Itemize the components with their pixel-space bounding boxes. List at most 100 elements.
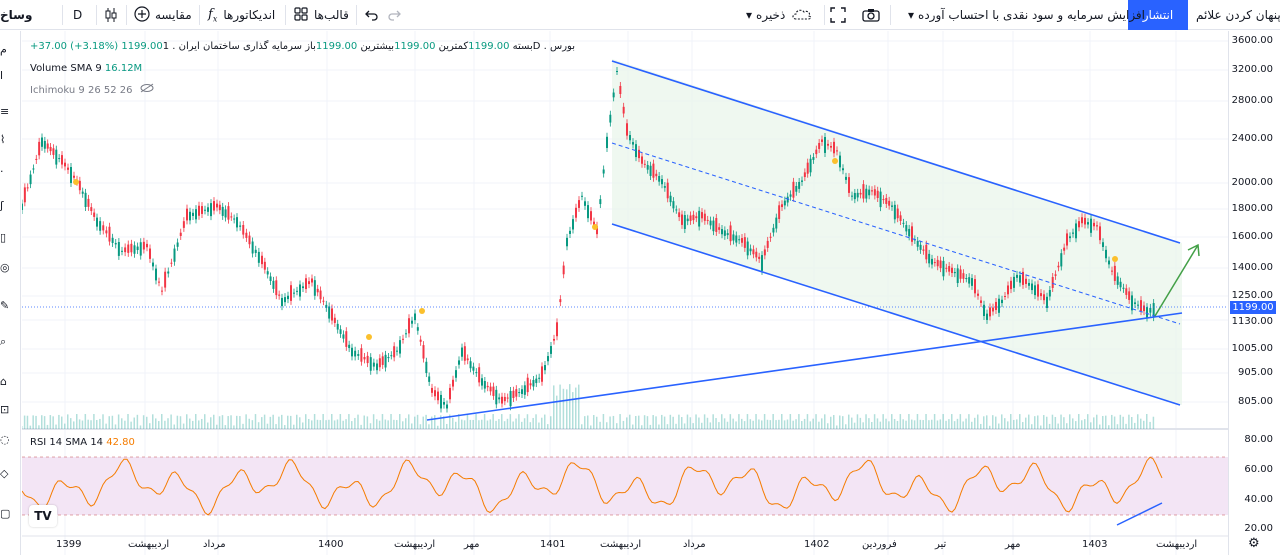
candle-body (761, 255, 763, 271)
hide-drawings-icon[interactable]: ◌ (0, 433, 10, 446)
time-tick: تیر (935, 539, 947, 550)
hide-indicators-button[interactable]: پنهان کردن علائم (1196, 8, 1280, 22)
volume-bar (261, 417, 263, 429)
volume-bar (207, 422, 209, 429)
candle-body (882, 199, 885, 201)
candle-body (384, 354, 387, 368)
volume-bar (446, 423, 448, 429)
candle-body (695, 216, 698, 219)
candle-body (325, 304, 328, 308)
candle-body (1028, 282, 1030, 286)
prediction-icon[interactable]: · (0, 165, 4, 178)
candle-body (378, 358, 381, 368)
symbol-title-dropdown[interactable]: ▾ افزایش سرمایه و سود نقدی با احتساب آور… (908, 0, 1145, 30)
candle-body (290, 285, 292, 301)
pattern-icon[interactable]: ⌇ (0, 133, 6, 146)
candle-body (572, 219, 574, 230)
volume-bar (766, 419, 769, 429)
volume-bar (328, 419, 330, 429)
fib-icon[interactable]: ≡ (0, 105, 10, 118)
candle-body (658, 176, 661, 182)
volume-bar (609, 416, 611, 429)
candle-body (233, 218, 236, 220)
lock-icon[interactable]: ⊡ (0, 403, 10, 416)
candle-body (1010, 280, 1012, 290)
volume-bar (678, 414, 680, 429)
tradingview-logo[interactable]: TV (29, 505, 57, 527)
zoom-icon[interactable]: ⌕ (0, 335, 7, 348)
candle-body (1090, 218, 1092, 233)
candle-body (90, 207, 93, 212)
volume-bar (629, 414, 631, 429)
undo-icon[interactable] (364, 0, 378, 30)
candle-body (1019, 275, 1021, 283)
trash-icon[interactable]: ▢ (0, 507, 11, 520)
brush-icon[interactable]: ʃ (0, 199, 4, 212)
volume-bar (1099, 424, 1101, 429)
volume-bar (859, 417, 862, 429)
volume-bar (703, 414, 706, 429)
camera-icon[interactable] (862, 0, 880, 30)
candle-body (299, 284, 301, 297)
candle-body (718, 227, 721, 230)
volume-bar (29, 425, 32, 429)
candle-body (111, 237, 114, 243)
volume-label: Volume SMA 9 (30, 63, 102, 74)
volume-bar (593, 415, 595, 429)
volume-bar (360, 424, 362, 429)
price-axis[interactable]: 3600.00 3200.00 2800.00 2400.00 2000.00 … (1228, 31, 1280, 555)
candle-body (130, 243, 133, 253)
volume-bar (572, 392, 574, 429)
templates-button[interactable]: قالب‌ها (294, 0, 349, 30)
candle-body (1078, 221, 1080, 228)
volume-bar (622, 420, 625, 429)
redo-icon[interactable] (388, 0, 402, 30)
interval-button[interactable]: D (73, 8, 83, 22)
volume-bar (998, 423, 1000, 429)
gear-icon[interactable]: ⚙ (1248, 536, 1260, 551)
eye-hidden-icon[interactable] (140, 83, 154, 96)
candle-body (1111, 270, 1113, 272)
volume-bar (718, 422, 720, 429)
candle-body (789, 194, 792, 197)
candles-icon[interactable] (104, 0, 118, 30)
volume-bar (339, 414, 342, 429)
volume-bar (798, 414, 800, 429)
compare-button[interactable]: مقایسه (134, 0, 192, 30)
candle-body (446, 404, 448, 409)
fullscreen-icon[interactable] (830, 0, 846, 30)
candle-body (971, 278, 973, 286)
candle-body (503, 396, 506, 402)
cursor-icon[interactable]: م (0, 43, 7, 56)
volume-bar (556, 395, 558, 429)
volume-bar (995, 416, 997, 429)
candle-body (738, 239, 741, 241)
remove-icon[interactable]: ◇ (0, 467, 9, 480)
text-icon[interactable]: ▯ (0, 231, 7, 244)
price-tick: 2000.00 (1231, 177, 1273, 188)
volume-bar (956, 418, 959, 429)
candle-body (1093, 222, 1095, 227)
save-dropdown[interactable]: ▾ ذخیره (746, 0, 813, 30)
chevron-down-icon: ▾ (908, 8, 915, 22)
time-tick: فروردین (862, 539, 897, 550)
candle-body (509, 390, 512, 407)
publish-button[interactable]: انتشار (1128, 0, 1188, 30)
ruler-icon[interactable]: ✎ (0, 299, 10, 312)
volume-bar (357, 414, 359, 429)
measure-icon[interactable]: ◎ (0, 261, 10, 274)
symbol-button[interactable]: وساخ (0, 8, 33, 22)
indicators-button[interactable]: fx اندیکاتورها (208, 0, 275, 30)
candle-body (980, 300, 982, 303)
magnet-icon[interactable]: ⌂ (0, 375, 7, 388)
volume-bar (369, 423, 372, 429)
volume-bar (483, 414, 486, 429)
time-tick: 1399 (56, 539, 82, 550)
candle-body (827, 143, 829, 146)
volume-bar (732, 418, 734, 429)
volume-bar (1063, 417, 1065, 429)
volume-bar (176, 415, 179, 429)
candle-body (248, 235, 251, 245)
trendline-icon[interactable]: l (0, 69, 4, 82)
chart-canvas[interactable] (22, 31, 1228, 555)
